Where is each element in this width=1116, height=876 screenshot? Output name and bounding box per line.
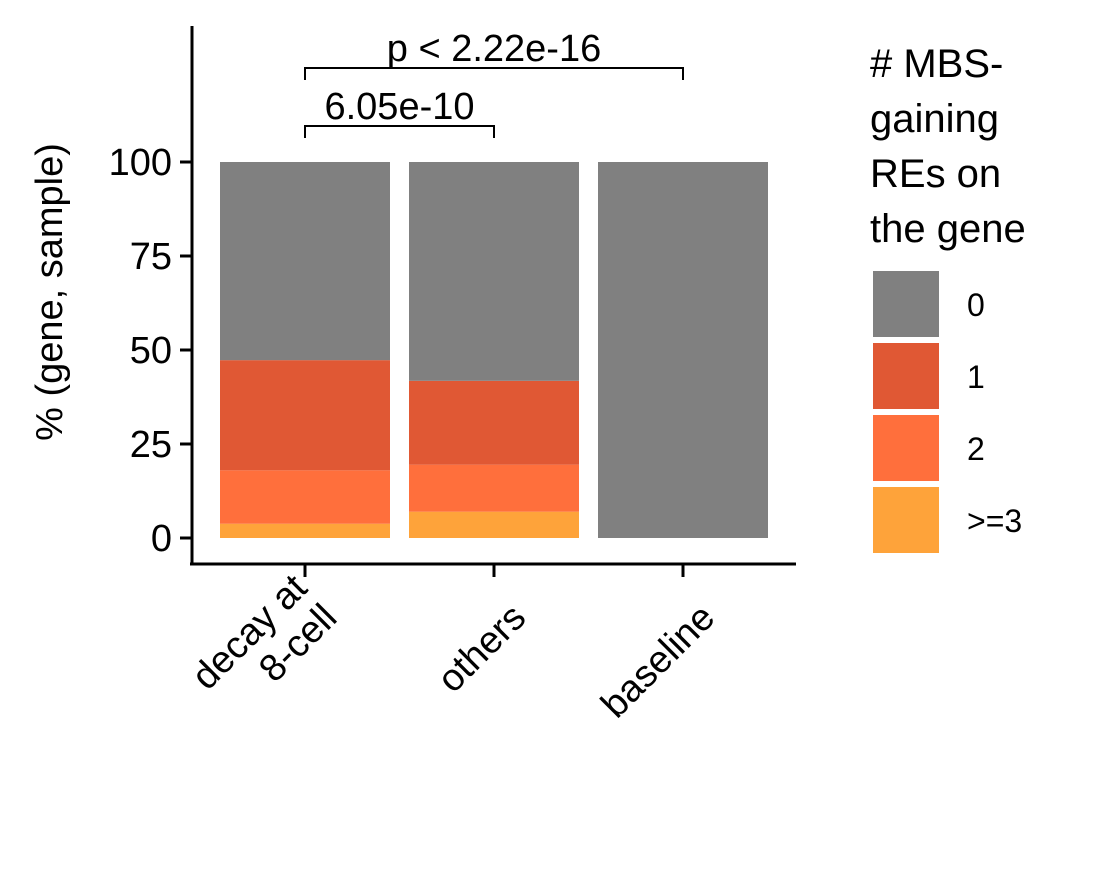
x-tick-label-line: others xyxy=(430,596,534,700)
bar-segment-1-3 xyxy=(409,162,579,381)
y-tick-label: 100 xyxy=(109,142,172,184)
legend-title: the gene xyxy=(870,207,1026,251)
p-value-label: p < 2.22e-16 xyxy=(387,28,601,70)
legend-label: 2 xyxy=(967,431,985,467)
legend: # MBS-gaining REs on the gene 0 1 2 >=3 xyxy=(870,42,1026,553)
x-tick-label-line: baseline xyxy=(593,596,723,726)
legend-swatch xyxy=(873,343,939,409)
bar-segment-0-1 xyxy=(220,470,390,524)
significance-annotations: 6.05e-10 p < 2.22e-16 xyxy=(304,28,684,138)
legend-label: >=3 xyxy=(967,503,1022,539)
y-tick-label: 0 xyxy=(151,518,172,560)
legend-title: gaining xyxy=(870,97,999,141)
x-tick-label: others xyxy=(430,596,534,700)
bar-segment-1-2 xyxy=(409,380,579,465)
bar-segment-1-1 xyxy=(409,464,579,512)
y-tick-label: 75 xyxy=(130,236,172,278)
legend-title: # MBS- xyxy=(870,42,1003,86)
bar-segment-0-3 xyxy=(220,162,390,361)
legend-swatch xyxy=(873,487,939,553)
x-tick-label: decay at8-cell xyxy=(184,566,345,698)
y-axis-ticks: 0 25 50 75 100 xyxy=(109,142,192,560)
legend-swatch xyxy=(873,271,939,337)
p-value-label: 6.05e-10 xyxy=(324,86,474,128)
legend-title: REs on xyxy=(870,152,1001,196)
bar-segment-0-2 xyxy=(220,360,390,471)
significance-bracket xyxy=(304,67,684,80)
legend-label: 1 xyxy=(967,359,985,395)
bar-segment-0-0 xyxy=(220,523,390,538)
bar-segment-2-3 xyxy=(598,162,768,538)
bar-segment-1-0 xyxy=(409,511,579,538)
legend-swatch xyxy=(873,415,939,481)
y-axis-title: % (gene, sample) xyxy=(29,143,71,441)
plot-area xyxy=(220,162,768,538)
x-axis-ticks: decay at8-cell others baseline xyxy=(184,565,723,726)
y-tick-label: 50 xyxy=(130,330,172,372)
x-tick-label: baseline xyxy=(593,596,723,726)
legend-label: 0 xyxy=(967,287,985,323)
y-tick-label: 25 xyxy=(130,424,172,466)
significance-bracket xyxy=(304,125,495,138)
